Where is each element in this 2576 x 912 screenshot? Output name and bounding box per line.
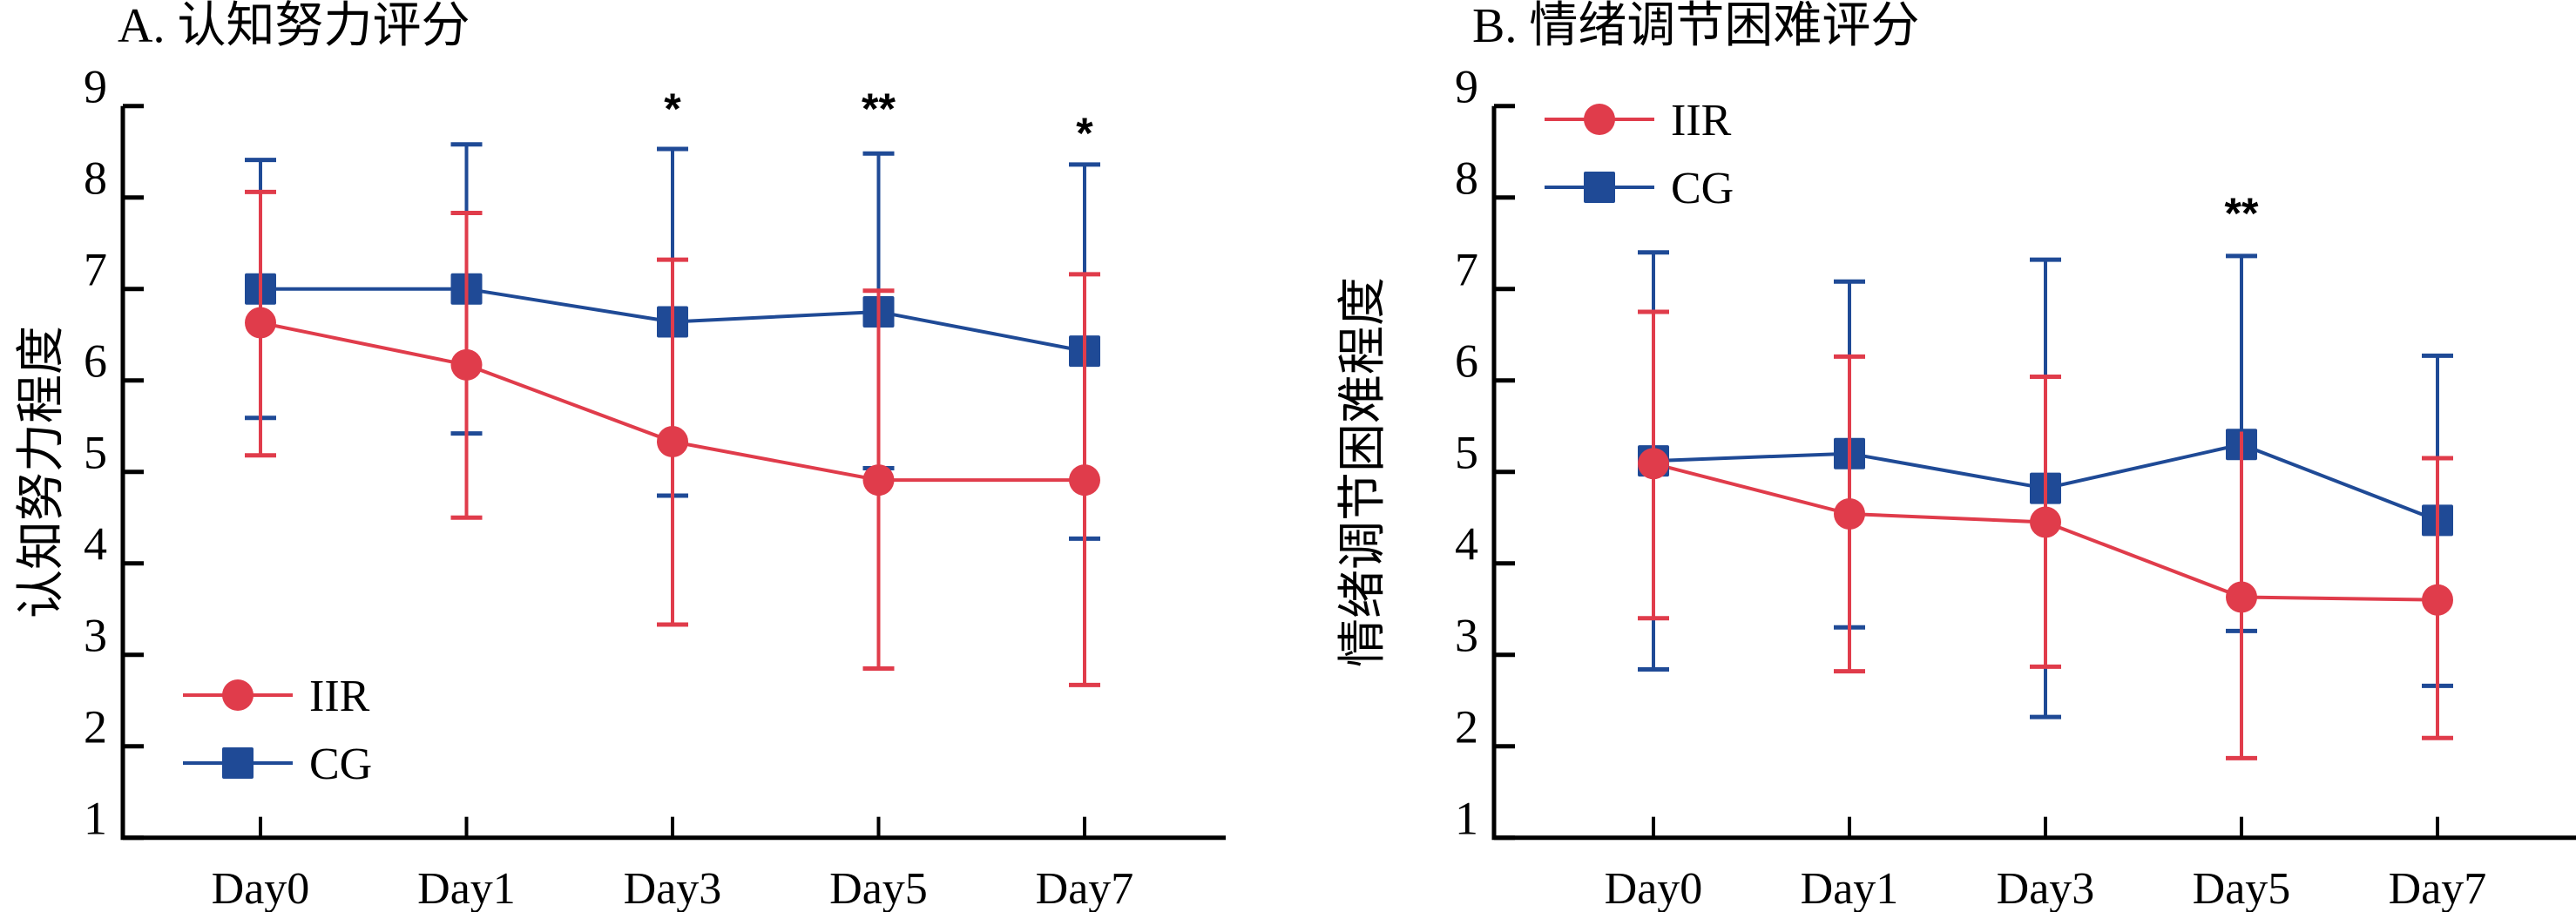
panel-a-legend-label: IIR bbox=[309, 672, 370, 721]
panel-a-y-axis-label: 认知努力程度 bbox=[15, 326, 69, 618]
panel-b-legend-marker-square bbox=[1584, 172, 1615, 203]
panel-b-y-tick-label: 9 bbox=[1455, 61, 1478, 113]
panel-b-x-tick-label: Day1 bbox=[1801, 864, 1899, 912]
panel-a-legend-marker-square bbox=[222, 747, 254, 779]
panel-b-x-tick-label: Day3 bbox=[1997, 864, 2095, 912]
panel-b-y-tick-label: 6 bbox=[1455, 335, 1478, 388]
panel-a-significance-label: * bbox=[1076, 109, 1093, 158]
panel-a-significance-label: ** bbox=[862, 84, 896, 133]
panel-a-marks: * ** * bbox=[245, 84, 1100, 687]
panel-a-y-tick-label: 6 bbox=[84, 335, 107, 388]
panel-b-legend-item-iir: IIR bbox=[1545, 96, 1732, 145]
panel-a-y-tick-label: 9 bbox=[84, 61, 107, 113]
panel-b-significance-label: ** bbox=[2225, 189, 2259, 238]
panel-a-y-tick-label: 3 bbox=[84, 610, 107, 662]
panel-b-legend-label: CG bbox=[1671, 164, 1734, 213]
panel-b-axes bbox=[1491, 105, 2576, 841]
panel-a-legend-marker-circle bbox=[222, 679, 254, 711]
panel-b-marks: ** bbox=[1638, 189, 2453, 760]
panel-a-y-tick-label: 1 bbox=[84, 793, 107, 845]
panel-a-y-tick-label: 5 bbox=[84, 427, 107, 479]
panel-b-legend: IIR CG bbox=[1545, 96, 1734, 213]
panel-b-title: B. 情绪调节困难评分 bbox=[1472, 0, 1919, 53]
panel-a-y-tick-label: 8 bbox=[84, 152, 107, 205]
panel-b-x-tick-label: Day5 bbox=[2193, 864, 2291, 912]
panel-b-legend-label: IIR bbox=[1671, 96, 1732, 145]
panel-a-x-tick-label: Day3 bbox=[624, 864, 722, 912]
panel-a-x-tick-label: Day1 bbox=[417, 864, 516, 912]
panel-a-axes bbox=[120, 105, 1226, 841]
panel-a-x-tick-label: Day5 bbox=[829, 864, 928, 912]
panel-b-y-tick-label: 1 bbox=[1455, 793, 1478, 845]
panel-a-legend-item-cg: CG bbox=[183, 740, 372, 789]
panel-b-y-tick-label: 2 bbox=[1455, 701, 1478, 753]
panel-a-x-tick-label: Day0 bbox=[212, 864, 310, 912]
panel-a-legend-label: CG bbox=[309, 740, 372, 789]
panel-b-legend-item-cg: CG bbox=[1545, 164, 1734, 213]
panel-a-y-tick-label: 7 bbox=[84, 244, 107, 296]
panel-a-x-ticks: Day0 Day1 Day3 Day5 Day7 bbox=[212, 816, 1134, 912]
panel-b-y-tick-label: 3 bbox=[1455, 610, 1478, 662]
panel-a-legend: IIR CG bbox=[183, 672, 372, 789]
panel-a-title: A. 认知努力评分 bbox=[118, 0, 470, 53]
panel-b-y-tick-label: 4 bbox=[1455, 518, 1478, 571]
panel-b-y-axis-label: 情绪调节困难程度 bbox=[1336, 277, 1390, 667]
panel-b-x-tick-label: Day7 bbox=[2389, 864, 2487, 912]
panel-a-y-tick-label: 4 bbox=[84, 518, 107, 571]
panel-b-legend-marker-circle bbox=[1584, 104, 1615, 135]
panel-b-y-tick-label: 7 bbox=[1455, 244, 1478, 296]
panel-a-legend-item-iir: IIR bbox=[183, 672, 370, 721]
panel-b-x-ticks: Day0 Day1 Day3 Day5 Day7 bbox=[1605, 816, 2487, 912]
panel-b-x-tick-label: Day0 bbox=[1605, 864, 1703, 912]
panel-a-x-tick-label: Day7 bbox=[1036, 864, 1134, 912]
panel-b-y-tick-label: 5 bbox=[1455, 427, 1478, 479]
panel-b-y-tick-label: 8 bbox=[1455, 152, 1478, 205]
panel-a-significance-label: * bbox=[664, 84, 681, 133]
panel-a-y-ticks: 1 2 3 4 5 6 7 8 9 bbox=[84, 61, 144, 845]
panel-a-y-tick-label: 2 bbox=[84, 701, 107, 753]
panel-b-y-ticks: 1 2 3 4 5 6 7 8 9 bbox=[1455, 61, 1515, 845]
